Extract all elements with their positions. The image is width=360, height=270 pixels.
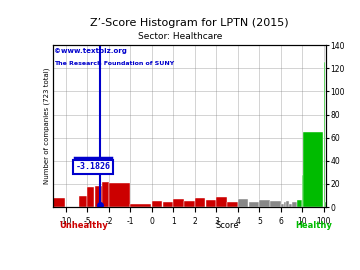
Text: ©www.textbiz.org: ©www.textbiz.org [54,48,127,54]
Text: Score: Score [215,221,239,230]
Bar [284,202,286,207]
Y-axis label: Number of companies (723 total): Number of companies (723 total) [44,68,50,184]
Bar [286,201,289,207]
Bar [53,198,66,207]
Bar [163,202,173,207]
Bar [281,204,284,207]
Text: Unhealthy: Unhealthy [59,221,108,230]
Bar [174,199,184,207]
Bar [130,204,151,207]
Bar [324,62,325,207]
Bar [249,202,259,207]
Bar [260,200,270,207]
Bar [95,186,102,207]
Bar [270,201,280,207]
Text: -3.1826: -3.1826 [76,162,111,171]
Bar [184,201,194,207]
Bar [289,204,292,207]
Bar [216,197,227,207]
Bar [303,132,323,207]
Bar [195,198,205,207]
Bar [206,200,216,207]
Bar [79,195,87,207]
Bar [227,202,238,207]
Bar [102,182,109,207]
Text: Healthy: Healthy [295,221,332,230]
Text: Sector: Healthcare: Sector: Healthcare [138,32,222,41]
Bar [109,183,130,207]
Bar [297,200,302,207]
Text: The Research Foundation of SUNY: The Research Foundation of SUNY [54,61,174,66]
Bar [325,202,326,207]
Bar [87,187,94,207]
Bar [238,199,248,207]
Bar [302,175,303,207]
Bar [152,201,162,207]
Bar [292,202,297,207]
Title: Z’-Score Histogram for LPTN (2015): Z’-Score Histogram for LPTN (2015) [90,18,289,28]
